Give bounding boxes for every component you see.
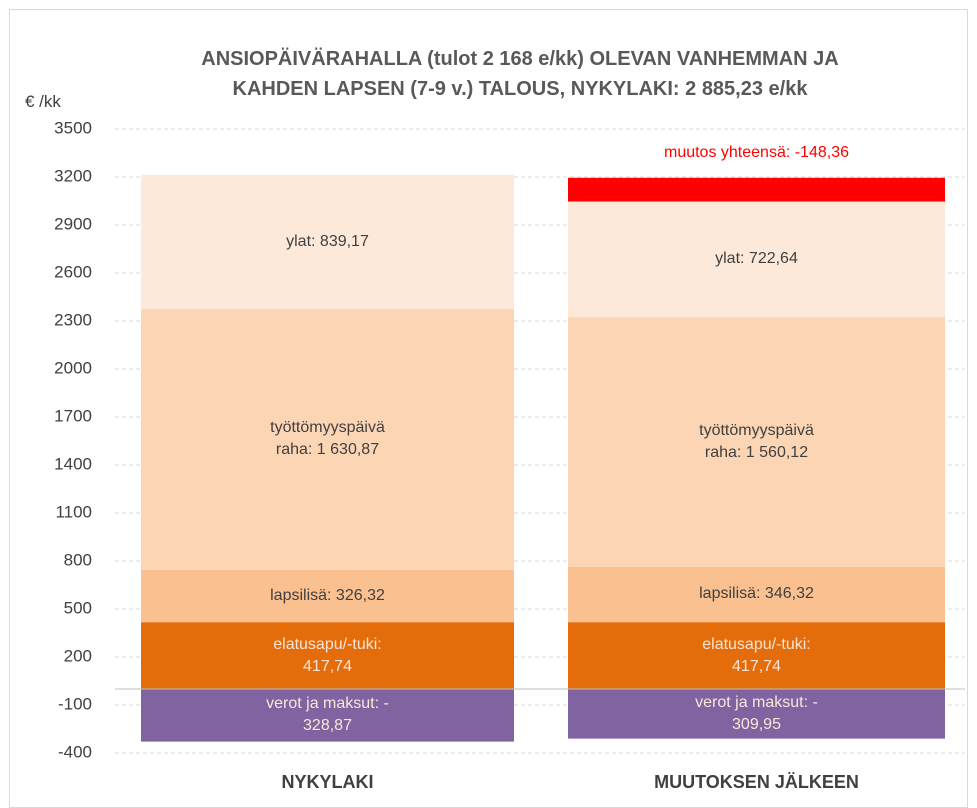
data-label: lapsilisä: 346,32 <box>699 585 814 603</box>
data-label: lapsilisä: 326,32 <box>270 587 385 605</box>
x-tick-label: MUUTOKSEN JÄLKEEN <box>654 772 859 792</box>
y-tick-label: -400 <box>58 742 92 761</box>
y-tick-label: 3200 <box>54 166 92 185</box>
data-label: ylat: 839,17 <box>286 232 369 250</box>
y-axis-label: € /kk <box>25 92 61 111</box>
y-tick-label: 2300 <box>54 310 92 329</box>
bar-segment <box>141 569 514 623</box>
bar-segment <box>568 689 945 739</box>
y-tick-label: -100 <box>58 694 92 713</box>
y-tick-label: 2600 <box>54 262 92 281</box>
bar-segment <box>141 309 514 570</box>
y-tick-label: 2900 <box>54 214 92 233</box>
data-label: työttömyyspäivä raha: 1 630,87 <box>270 419 385 459</box>
x-tick-label: NYKYLAKI <box>281 772 374 792</box>
y-tick-label: 200 <box>64 646 92 665</box>
bar-segment <box>568 201 945 318</box>
y-tick-label: 2000 <box>54 358 92 377</box>
data-label: työttömyyspäivä raha: 1 560,12 <box>699 421 814 461</box>
data-label: elatusapu/-tuki: 417,74 <box>702 635 811 675</box>
annotation: muutos yhteensä: -148,36 <box>663 144 849 161</box>
bar-segment <box>141 174 514 310</box>
bar-segment <box>141 689 514 742</box>
data-label: ylat: 722,64 <box>715 250 798 268</box>
data-label: verot ja maksut: - 328,87 <box>266 695 389 735</box>
y-tick-label: 800 <box>64 550 92 569</box>
y-tick-label: 3500 <box>54 118 92 137</box>
bar-segment <box>568 317 945 567</box>
data-label: elatusapu/-tuki: 417,74 <box>273 635 382 675</box>
data-label: verot ja maksut: - 309,95 <box>695 693 818 733</box>
y-tick-label: 1400 <box>54 454 92 473</box>
bar-segment <box>568 177 945 202</box>
chart-title: ANSIOPÄIVÄRAHALLA (tulot 2 168 e/kk) OLE… <box>201 48 839 100</box>
y-tick-label: 1700 <box>54 406 92 425</box>
bar-segment <box>568 566 945 623</box>
bar-segment <box>141 622 514 689</box>
y-tick-label: 1100 <box>55 502 92 521</box>
bar-segment <box>568 622 945 689</box>
y-tick-label: 500 <box>64 598 92 617</box>
